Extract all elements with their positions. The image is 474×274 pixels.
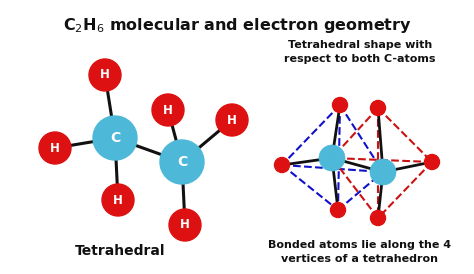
Text: C$_2$H$_6$ molecular and electron geometry: C$_2$H$_6$ molecular and electron geomet… bbox=[63, 16, 411, 35]
Circle shape bbox=[39, 132, 71, 164]
Circle shape bbox=[102, 184, 134, 216]
Text: H: H bbox=[227, 113, 237, 127]
Circle shape bbox=[274, 158, 290, 173]
Text: H: H bbox=[180, 218, 190, 232]
Text: H: H bbox=[50, 141, 60, 155]
Circle shape bbox=[160, 140, 204, 184]
Circle shape bbox=[371, 101, 385, 116]
Circle shape bbox=[93, 116, 137, 160]
Text: H: H bbox=[163, 104, 173, 116]
Text: Tetrahedral shape with
respect to both C-atoms: Tetrahedral shape with respect to both C… bbox=[284, 40, 436, 64]
Circle shape bbox=[425, 155, 439, 170]
Text: Tetrahedral: Tetrahedral bbox=[75, 244, 165, 258]
Circle shape bbox=[152, 94, 184, 126]
Circle shape bbox=[169, 209, 201, 241]
Circle shape bbox=[371, 210, 385, 226]
Text: H: H bbox=[100, 68, 110, 81]
Circle shape bbox=[370, 159, 396, 185]
Text: C: C bbox=[110, 131, 120, 145]
Text: C: C bbox=[177, 155, 187, 169]
Text: H: H bbox=[113, 193, 123, 207]
Circle shape bbox=[216, 104, 248, 136]
Circle shape bbox=[330, 202, 346, 218]
Circle shape bbox=[332, 98, 347, 113]
Circle shape bbox=[319, 145, 345, 171]
Circle shape bbox=[89, 59, 121, 91]
Text: Bonded atoms lie along the 4
vertices of a tetrahedron: Bonded atoms lie along the 4 vertices of… bbox=[268, 240, 452, 264]
